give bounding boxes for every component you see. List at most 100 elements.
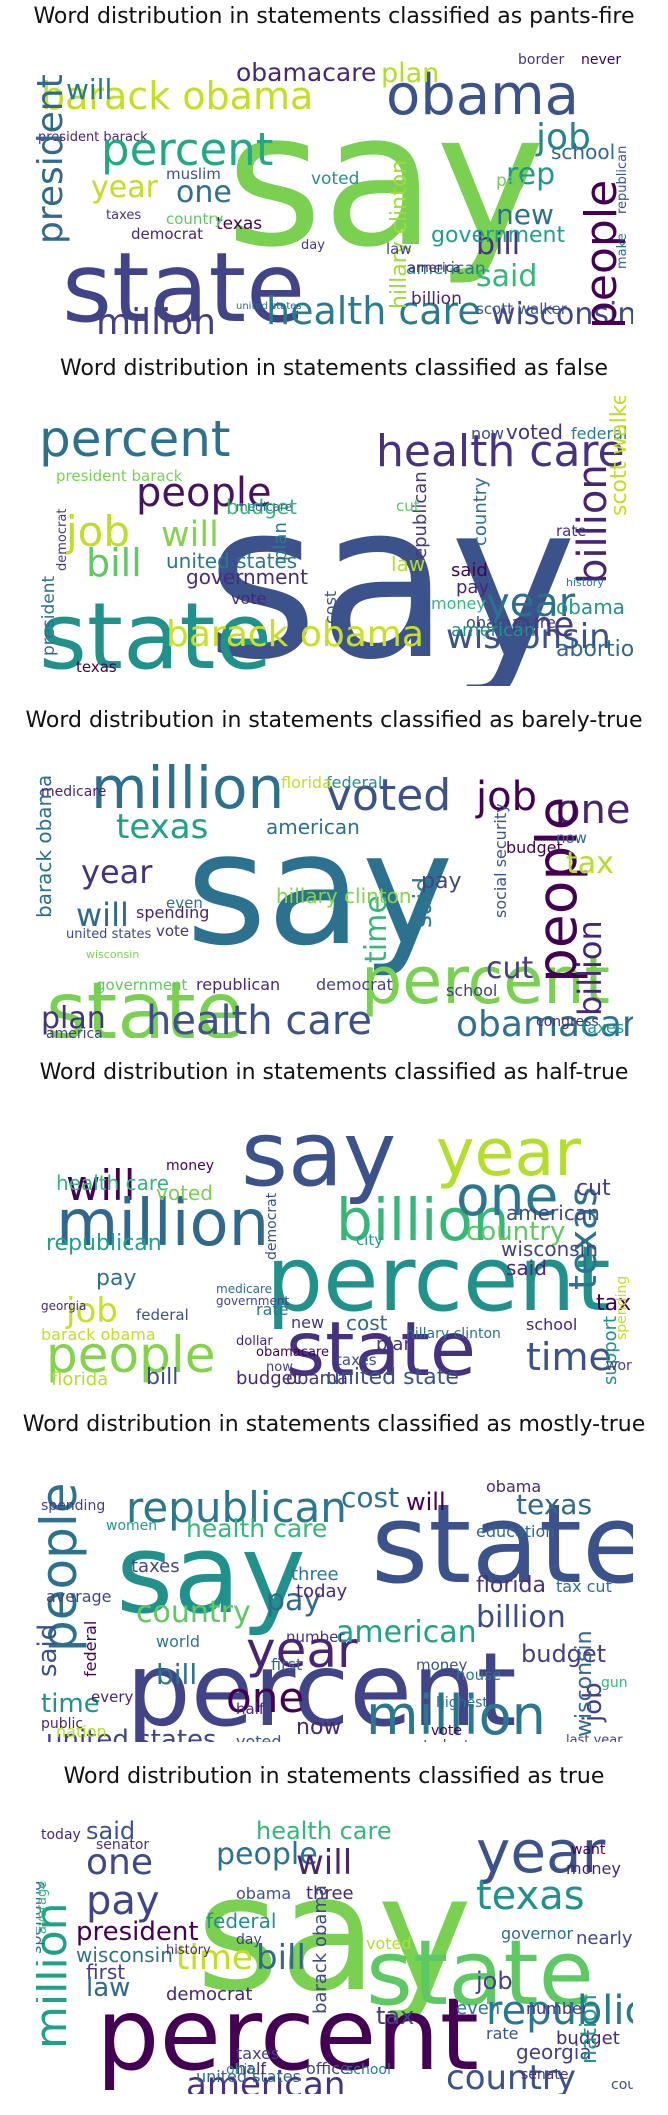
cloud-word: nation <box>56 1722 107 1741</box>
cloud-word: school <box>551 140 615 164</box>
cloud-word: now <box>266 1360 293 1375</box>
cloud-word: country <box>136 1595 251 1630</box>
cloud-word: state <box>366 1921 594 2026</box>
panel-title: Word distribution in statements classifi… <box>39 1060 629 1085</box>
cloud-word: percent <box>101 123 273 176</box>
cloud-word: state <box>39 583 272 686</box>
cloud-word: say <box>186 799 453 980</box>
cloud-word: bill <box>256 1938 306 1978</box>
cloud-word: wisconsin <box>491 297 633 332</box>
cloud-word: congress <box>536 1014 599 1030</box>
cloud-word: florida <box>51 1369 108 1390</box>
cloud-word: government <box>216 1294 289 1308</box>
cloud-word: federal <box>326 773 382 792</box>
cloud-word: million <box>56 1187 269 1261</box>
cloud-word: student <box>416 1738 470 1742</box>
cloud-word: senator <box>96 1837 149 1853</box>
cloud-word: tax <box>596 1291 631 1316</box>
cloud-word: health care <box>146 998 372 1038</box>
cloud-word: american <box>336 1615 477 1650</box>
word-cloud: say year will million billion one percent state… <box>36 1100 633 1390</box>
cloud-word: cost <box>346 1311 388 1335</box>
cloud-word: texas <box>216 214 262 234</box>
cloud-word: abortion <box>556 637 633 662</box>
cloud-word: president barack <box>56 467 183 485</box>
cloud-word: said <box>476 259 537 294</box>
cloud-word: today <box>296 1581 348 1602</box>
cloud-word: republican <box>46 1231 162 1256</box>
cloud-word: voted <box>326 770 451 821</box>
cloud-word: billion <box>476 1600 566 1635</box>
cloud-word: senate <box>521 2067 568 2083</box>
cloud-word: barack obama <box>310 1885 331 2014</box>
cloud-word: say <box>196 1840 472 2027</box>
cloud-word: law <box>391 552 425 576</box>
cloud-word: billion <box>570 464 616 584</box>
cloud-word: people <box>36 1483 88 1652</box>
cloud-word: people <box>525 797 589 983</box>
cloud-word: three <box>291 1564 339 1585</box>
cloud-word: voted <box>156 1181 213 1205</box>
cloud-word: billion <box>336 1186 510 1254</box>
cloud-word: democrat <box>131 225 203 243</box>
cloud-word: florida <box>476 1573 546 1598</box>
cloud-word: rep <box>506 157 555 192</box>
cloud-word: time <box>176 1938 253 1978</box>
cloud-word: georgia <box>516 2040 592 2064</box>
cloud-word: said <box>451 560 488 581</box>
cloud-word: new <box>291 1313 324 1332</box>
cloud-word: united states <box>236 301 302 312</box>
cloud-word: number <box>526 1999 589 2018</box>
cloud-word: american <box>186 2065 345 2094</box>
cloud-word: budget <box>226 495 297 519</box>
word-cloud: say percent state year texas people will one pay… <box>36 1804 633 2094</box>
cloud-word: medicare <box>216 1282 272 1296</box>
cloud-word: wisconsin <box>501 1237 598 1261</box>
cloud-word: american <box>266 815 360 839</box>
cloud-word: first <box>86 1960 125 1984</box>
cloud-word: tax <box>376 2002 414 2030</box>
cloud-word: united states <box>46 1725 217 1742</box>
cloud-word: spending <box>614 1276 630 1340</box>
cloud-word: obama <box>486 1477 541 1496</box>
cloud-word: highest <box>436 1695 488 1711</box>
cloud-word: barack obama <box>166 614 424 655</box>
cloud-word: bill <box>476 227 520 262</box>
cloud-word: federal <box>136 1306 189 1324</box>
cloud-word: florida <box>281 773 332 792</box>
cloud-word: year <box>476 1818 606 1886</box>
cloud-word: united states <box>166 549 297 573</box>
cloud-word: budget <box>236 1368 300 1389</box>
cloud-word: even <box>166 894 203 912</box>
cloud-word: government <box>431 223 565 248</box>
cloud-word: united states <box>66 927 152 942</box>
cloud-word: scott walker <box>607 396 632 516</box>
cloud-word: one <box>456 1164 558 1228</box>
cloud-word: obama <box>386 63 579 128</box>
cloud-word: plan <box>41 1001 106 1036</box>
cloud-word: even <box>456 1998 500 2019</box>
cloud-word: people <box>46 1326 215 1384</box>
cloud-word: hillary clinton <box>276 884 412 908</box>
cloud-word: percent <box>126 1631 517 1742</box>
cloud-word: president <box>39 576 59 656</box>
cloud-word: day <box>236 1932 262 1948</box>
cloud-word: wisconsin <box>572 1630 597 1737</box>
cloud-word: wisconsin <box>446 617 611 657</box>
cloud-word: billion <box>411 289 462 309</box>
cloud-word: say <box>206 456 577 686</box>
cloud-word: half <box>236 1700 265 1718</box>
cloud-word: taxes <box>131 1556 180 1577</box>
cloud-word: office <box>306 2059 350 2078</box>
cloud-word: republican <box>196 975 280 994</box>
cloud-word: people <box>136 470 272 516</box>
cloud-word: democrat <box>55 509 70 571</box>
cloud-word: support <box>600 1316 621 1385</box>
cloud-word: barack obama <box>41 74 313 118</box>
cloud-word: pay <box>266 1583 321 1618</box>
cloud-word: social security <box>491 803 510 918</box>
cloud-word: voted <box>311 169 359 189</box>
cloud-word: taxes <box>581 1018 624 1037</box>
cloud-word: georgia <box>41 1299 86 1313</box>
cloud-word: president <box>36 74 71 244</box>
